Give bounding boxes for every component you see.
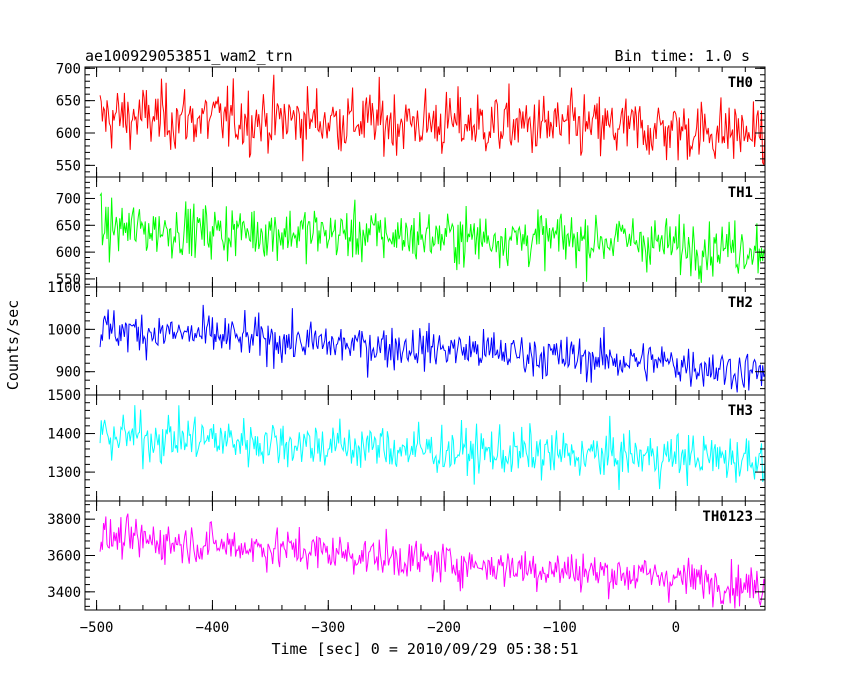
panel-th2: 900 1000 1100 TH2	[47, 280, 766, 396]
panel-th0: 550 600 650 700 TH0	[56, 61, 766, 178]
y-tick-label-th0: 650	[56, 94, 81, 110]
panel-label-th1: TH1	[728, 185, 753, 201]
panel-label-th0123: TH0123	[702, 509, 753, 525]
y-tick-label-th0123: 3600	[47, 549, 81, 565]
bin-time-label: Bin time: 1.0 s	[615, 47, 750, 65]
y-tick-label-th3: 1500	[47, 388, 81, 404]
panel-frame-th3	[84, 394, 766, 502]
y-tick-label-th2: 900	[56, 365, 81, 381]
y-tick-label-th1: 550	[56, 272, 81, 288]
y-tick-label-th3: 1300	[47, 465, 81, 481]
y-tick-label-th0: 600	[56, 126, 81, 142]
observation-id-title: ae100929053851_wam2_trn	[85, 47, 293, 65]
y-tick-label-th2: 1100	[47, 280, 81, 296]
panel-th0123: 3400 3600 3800 TH0123	[47, 500, 766, 611]
x-tick-label: −100	[543, 620, 577, 636]
panel-frame-th2	[84, 286, 766, 396]
panel-frame-th0123	[84, 500, 766, 611]
y-tick-label-th0: 550	[56, 158, 81, 174]
y-tick-label-th0123: 3800	[47, 512, 81, 528]
y-tick-label-th0123: 3400	[47, 585, 81, 601]
x-tick-label: 0	[672, 620, 680, 636]
series-line-th0123	[99, 513, 765, 609]
x-tick-label: −300	[311, 620, 345, 636]
panel-th3: 1300 1400 1500 TH3	[47, 388, 766, 502]
series-line-th3	[99, 405, 765, 491]
panel-label-th3: TH3	[728, 403, 753, 419]
panel-label-th0: TH0	[728, 75, 753, 91]
y-tick-label-th3: 1400	[47, 427, 81, 443]
series-line-th1	[99, 191, 765, 283]
panels-group: 550 600 650 700 TH0 550 600 650 700 TH1 900 1000 110…	[47, 61, 766, 636]
series-line-th2	[99, 304, 765, 393]
y-tick-label-th1: 700	[56, 191, 81, 207]
y-tick-label-th1: 600	[56, 245, 81, 261]
panel-label-th2: TH2	[728, 295, 753, 311]
x-tick-label: −500	[80, 620, 114, 636]
x-tick-label: −200	[427, 620, 461, 636]
y-tick-label-th2: 1000	[47, 322, 81, 338]
x-tick-label: −400	[196, 620, 230, 636]
y-tick-label-th0: 700	[56, 61, 81, 77]
panel-th1: 550 600 650 700 TH1	[56, 176, 766, 288]
y-tick-label-th1: 650	[56, 218, 81, 234]
x-axis-title: Time [sec] 0 = 2010/09/29 05:38:51	[271, 640, 578, 658]
series-line-th0	[99, 74, 765, 166]
y-axis-title: Counts/sec	[4, 300, 22, 390]
